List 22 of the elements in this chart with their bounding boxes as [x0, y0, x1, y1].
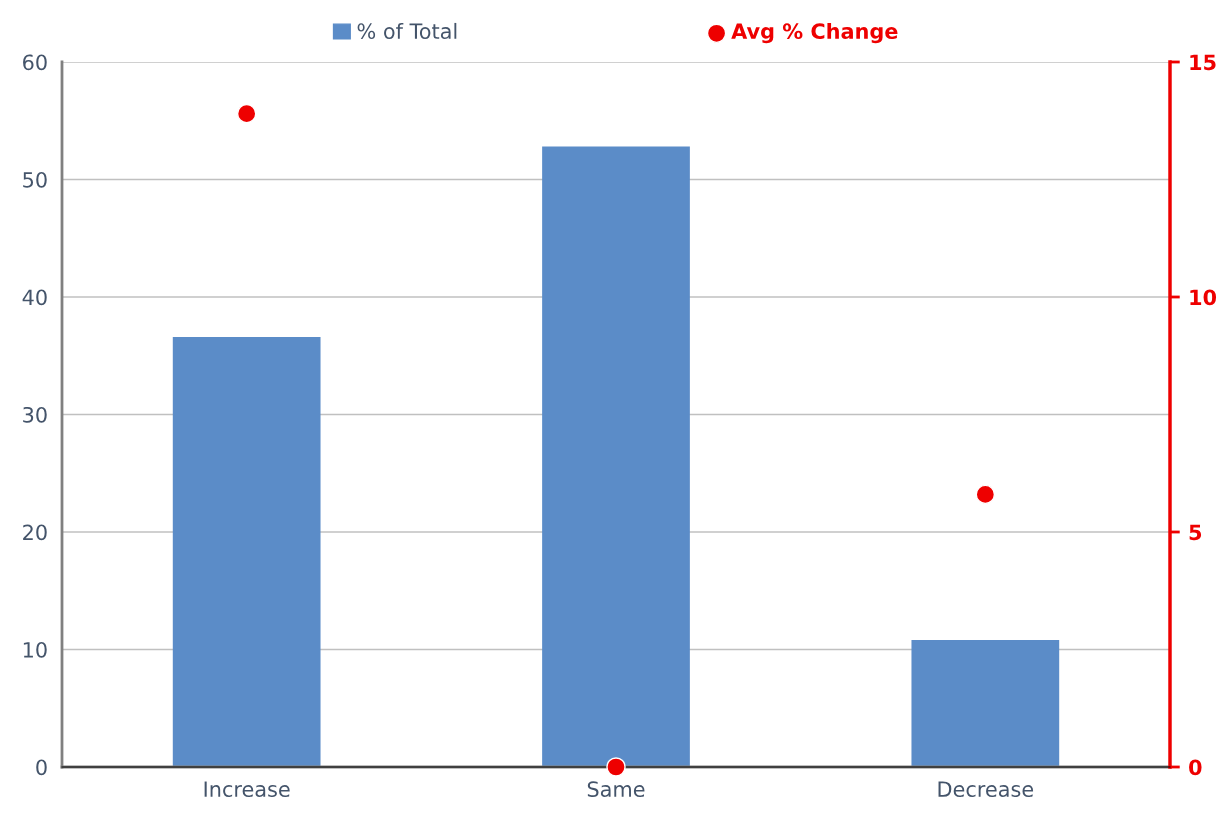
- y-tick-label: 60: [23, 54, 47, 71]
- y-tick-label: 40: [22, 289, 47, 306]
- y-tick-label: 30: [23, 406, 47, 423]
- x-tick-label: Same: [587, 781, 645, 798]
- y-tick-label: 10: [23, 641, 47, 658]
- x-tick-label: Increase: [204, 781, 290, 798]
- y-tick-label: 20: [23, 524, 47, 541]
- y2-tick-label: 15: [1190, 54, 1216, 71]
- y2-tick-label: 0: [1189, 759, 1202, 776]
- y-tick-label: 50: [23, 171, 47, 188]
- legend-label: % of Total: [357, 22, 457, 40]
- legend-label: Avg % Change: [731, 22, 898, 44]
- point: [606, 757, 626, 777]
- x-tick-label: Decrease: [938, 781, 1034, 798]
- bar: [172, 336, 321, 767]
- bar: [911, 640, 1060, 767]
- bar: [542, 146, 690, 767]
- point: [975, 484, 996, 505]
- y2-tick-label: 5: [1189, 524, 1202, 541]
- y2-tick-label: 10: [1190, 289, 1217, 306]
- point: [236, 103, 257, 124]
- y-tick-label: 0: [36, 759, 47, 776]
